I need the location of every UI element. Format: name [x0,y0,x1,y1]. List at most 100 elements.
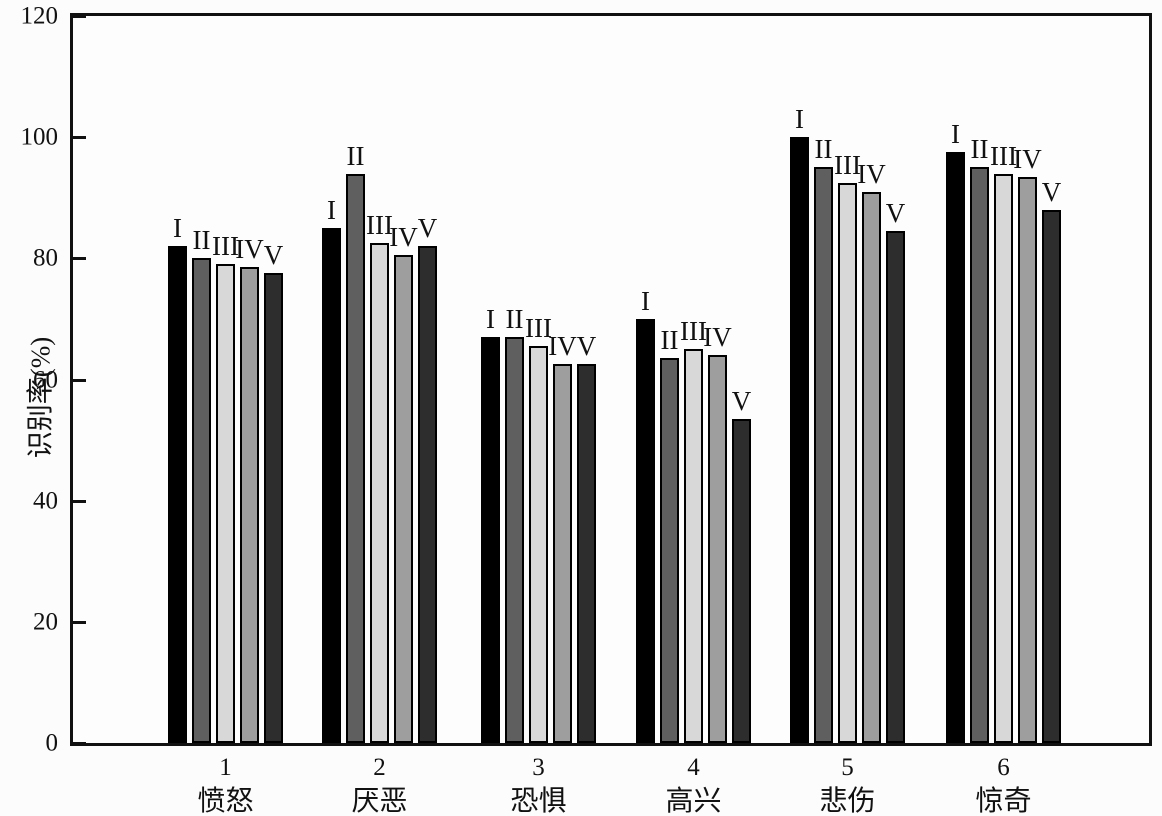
bar-series-label: II [814,134,833,165]
bar [577,364,596,743]
y-axis-title: 识别率(%) [25,336,56,459]
bar-series-label: I [486,304,495,335]
bar-column: I [636,16,655,743]
y-tick-mark [73,257,86,261]
plot-area: I II III IV V I II III IV V I II III IV V I II III IV V I II I… [70,13,1152,746]
bar [346,173,365,743]
bar-column: IV [235,16,264,743]
y-tick-label: 80 [33,244,58,272]
y-tick-mark [73,378,86,382]
bar [708,355,727,743]
bar-series-label: V [885,198,906,229]
bar-column: I [790,16,809,743]
bar-series-label: I [327,195,336,226]
x-category-name: 恐惧 [510,786,567,816]
bar-group: I II III IV V [946,16,1061,743]
bar [1042,209,1061,743]
x-category-number: 2 [373,754,386,781]
bar-series-label: I [641,285,650,316]
x-category: 3 恐惧 [478,746,599,816]
bar-column: III [212,16,239,743]
bar-series-label: III [212,231,239,262]
x-category-number: 4 [687,754,700,781]
bar-column: III [525,16,552,743]
y-tick-label: 100 [20,123,59,151]
y-tick-mark [73,742,86,745]
bar [370,243,389,743]
x-category-name: 愤怒 [197,786,254,816]
bar-column: V [418,16,437,743]
bar-series-label: IV [389,222,418,253]
bar [481,337,500,743]
bar-series-label: II [192,225,211,256]
bar-column: II [970,16,989,743]
bar-series-label: III [680,316,707,347]
x-category: 6 惊奇 [943,746,1064,816]
y-tick-label: 60 [33,366,58,393]
bar [994,173,1013,743]
bar-group: I II III IV V [790,16,905,743]
bar-group: I II III IV V [168,16,283,743]
bar [732,418,751,743]
x-category-name: 厌恶 [351,786,408,816]
bar-series-label: II [346,140,365,171]
bar-column: IV [703,16,732,743]
bar-column: V [732,16,751,743]
x-category-number: 5 [841,754,854,781]
bar-group: I II III IV V [636,16,751,743]
bar-column: III [990,16,1017,743]
y-tick-label: 0 [45,729,59,757]
bar-series-label: III [525,313,552,344]
bar-series-label: I [795,104,804,135]
bar [192,258,211,743]
bar-column: III [834,16,861,743]
bar-column: IV [857,16,886,743]
bar-series-label: II [970,134,989,165]
bar [529,346,548,743]
bar-series-label: IV [857,158,886,189]
bar-series-label: V [1041,176,1062,207]
bar-column: IV [1013,16,1042,743]
bar-series-label: IV [703,322,732,353]
y-tick-label: 120 [20,2,59,30]
y-tick-label: 40 [33,487,58,515]
bar-series-label: I [951,119,960,150]
x-category-name: 高兴 [665,786,722,816]
bar [814,167,833,743]
bar-column: V [1042,16,1061,743]
bar [838,182,857,743]
x-category: 4 高兴 [633,746,754,816]
bar-group: I II III IV V [481,16,596,743]
bar-column: II [505,16,524,743]
y-tick-mark [73,136,86,140]
x-category-number: 6 [997,754,1010,781]
x-category-number: 1 [219,754,232,781]
x-category: 2 厌恶 [319,746,440,816]
bar [862,191,881,743]
bar-series-label: III [990,140,1017,171]
bar [886,231,905,743]
bar-series-label: III [366,210,393,241]
bar-column: V [577,16,596,743]
bar [505,337,524,743]
bar [946,152,965,743]
bar [168,246,187,743]
bar [790,137,809,743]
bar-series-label: V [417,213,438,244]
bar-column: II [192,16,211,743]
bar-series-label: V [731,385,752,416]
bar [418,246,437,743]
bar-column: IV [389,16,418,743]
x-category: 1 愤怒 [165,746,286,816]
bar [660,358,679,743]
y-tick-mark [73,15,86,18]
bar-column: I [168,16,187,743]
bar [394,255,413,743]
bar [553,364,572,743]
bar-series-label: IV [548,331,577,362]
bar-series-label: IV [1013,143,1042,174]
bar-series-label: V [263,240,284,271]
bar-series-label: II [505,304,524,335]
bar-column: II [346,16,365,743]
